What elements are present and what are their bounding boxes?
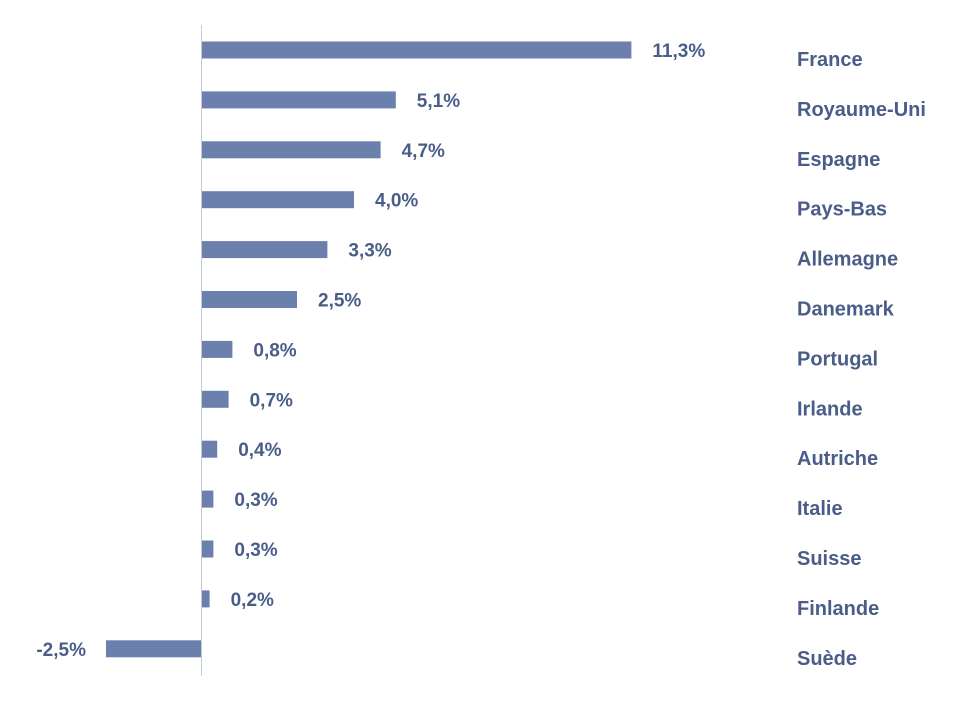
value-label-9: 0,3% xyxy=(234,490,277,511)
bar-3 xyxy=(202,191,354,209)
category-label-9: Italie xyxy=(797,498,843,520)
value-label-12: -2,5% xyxy=(36,640,86,661)
value-label-1: 5,1% xyxy=(417,91,460,112)
category-label-4: Allemagne xyxy=(797,249,898,271)
value-label-8: 0,4% xyxy=(238,440,281,461)
value-label-11: 0,2% xyxy=(231,590,274,611)
category-label-1: Royaume-Uni xyxy=(797,99,926,121)
value-labels-group: 11,3% 5,1% 4,7% 4,0% 3,3% 2,5% 0,8% 0,7% 0,4% 0,3… xyxy=(36,41,705,661)
bar-9 xyxy=(202,490,214,508)
bar-5 xyxy=(202,291,297,308)
bar-7 xyxy=(202,390,229,408)
value-label-3: 4,0% xyxy=(375,191,418,212)
category-label-5: Danemark xyxy=(797,299,895,321)
value-label-0: 11,3% xyxy=(652,41,705,62)
bar-10 xyxy=(202,540,214,558)
bar-0 xyxy=(202,41,632,59)
category-label-0: France xyxy=(797,49,863,71)
bar-4 xyxy=(202,241,328,259)
value-label-5: 2,5% xyxy=(318,291,361,312)
category-label-10: Suisse xyxy=(797,548,861,570)
category-labels-group: France Royaume-Uni Espagne Pays-Bas Allemagn… xyxy=(797,49,926,670)
bar-2 xyxy=(202,141,381,159)
bar-11 xyxy=(202,590,210,608)
category-label-3: Pays-Bas xyxy=(797,199,887,221)
value-label-2: 4,7% xyxy=(402,141,445,162)
bar-8 xyxy=(202,440,218,458)
category-label-2: Espagne xyxy=(797,149,880,171)
bar-1 xyxy=(202,91,396,109)
bar-6 xyxy=(202,340,233,358)
value-label-10: 0,3% xyxy=(234,540,277,561)
value-label-6: 0,8% xyxy=(253,340,296,361)
category-label-7: Irlande xyxy=(797,398,863,420)
category-label-8: Autriche xyxy=(797,448,878,470)
category-label-12: Suède xyxy=(797,648,857,670)
category-label-6: Portugal xyxy=(797,348,878,370)
bars-group xyxy=(106,41,632,658)
category-label-11: Finlande xyxy=(797,598,879,620)
value-label-7: 0,7% xyxy=(250,390,293,411)
value-label-4: 3,3% xyxy=(348,241,391,262)
bar-12 xyxy=(106,640,201,658)
